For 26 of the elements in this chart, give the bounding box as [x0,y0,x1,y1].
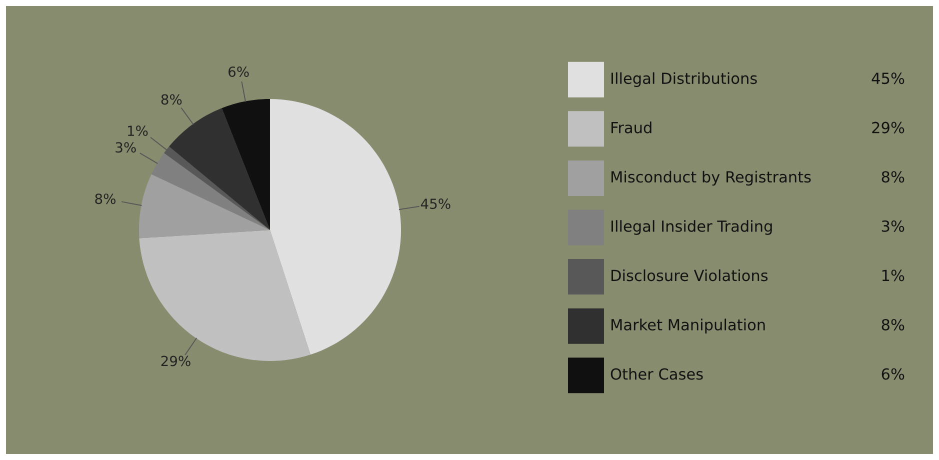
data-label: 6% [228,66,249,77]
legend-label: Misconduct by Registrants [612,170,811,186]
legend-label: Disclosure Violations [612,269,768,282]
data-label: 8% [95,194,116,204]
pie-slice [169,108,270,230]
legend-label: Illegal Insider Trading [612,220,772,235]
text: 45% [872,72,904,84]
legend-label: Market Manipulation [612,318,765,334]
data-label: 29% [161,356,190,366]
pie-slice [270,98,402,355]
pie-slice [222,98,270,230]
data-label: 1% [128,126,148,136]
data-label: 45% [420,198,450,210]
text: 8% [882,171,904,183]
data-label: 3% [116,142,136,153]
data-label: 8% [161,94,182,105]
text: 1% [882,270,904,282]
text: 6% [882,368,904,380]
legend-label: Other Cases [610,368,703,380]
text: 8% [882,318,904,331]
text: 3% [882,220,904,232]
pie-slice [138,174,270,238]
legend-label: Fraud [612,122,652,134]
text: 29% [872,122,904,134]
pie-slice [151,152,270,230]
legend-label: Illegal Distributions [612,72,757,88]
